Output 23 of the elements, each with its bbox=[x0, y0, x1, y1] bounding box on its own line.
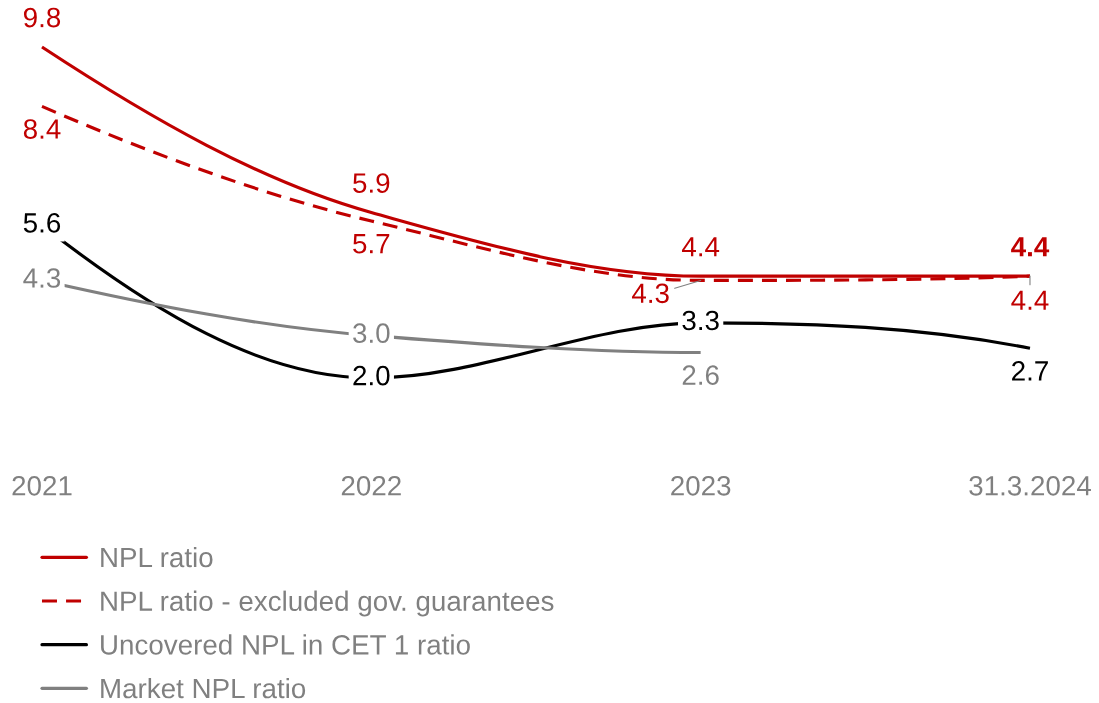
legend-label: NPL ratio - excluded gov. guarantees bbox=[101, 590, 554, 617]
data-label: 2.6 bbox=[682, 365, 719, 385]
data-label: 4.4 bbox=[1011, 290, 1049, 310]
legend-label: NPL ratio bbox=[101, 546, 213, 568]
data-label: 2.7 bbox=[1012, 361, 1048, 381]
data-label: 5.9 bbox=[353, 173, 390, 193]
x-tick-label: 2023 bbox=[671, 475, 731, 496]
legend-label: Market NPL ratio bbox=[101, 677, 306, 699]
data-label: 5.7 bbox=[353, 234, 390, 254]
legend-label: Uncovered NPL in CET 1 ratio bbox=[101, 634, 470, 655]
data-label: 2.0 bbox=[353, 365, 390, 386]
data-label: 9.8 bbox=[23, 7, 61, 28]
data-label: 4.3 bbox=[631, 283, 669, 304]
data-label: 3.3 bbox=[682, 310, 719, 331]
data-label: 3.0 bbox=[353, 323, 390, 344]
data-label: 5.6 bbox=[23, 213, 61, 233]
data-label: 4.4 bbox=[1011, 237, 1050, 257]
x-tick-label: 31.3.2024 bbox=[969, 475, 1091, 496]
data-label: 8.4 bbox=[23, 119, 61, 139]
data-label: 4.3 bbox=[23, 268, 61, 288]
data-label: 4.4 bbox=[681, 237, 720, 257]
x-tick-label: 2021 bbox=[12, 475, 72, 496]
x-tick-label: 2022 bbox=[341, 475, 401, 496]
